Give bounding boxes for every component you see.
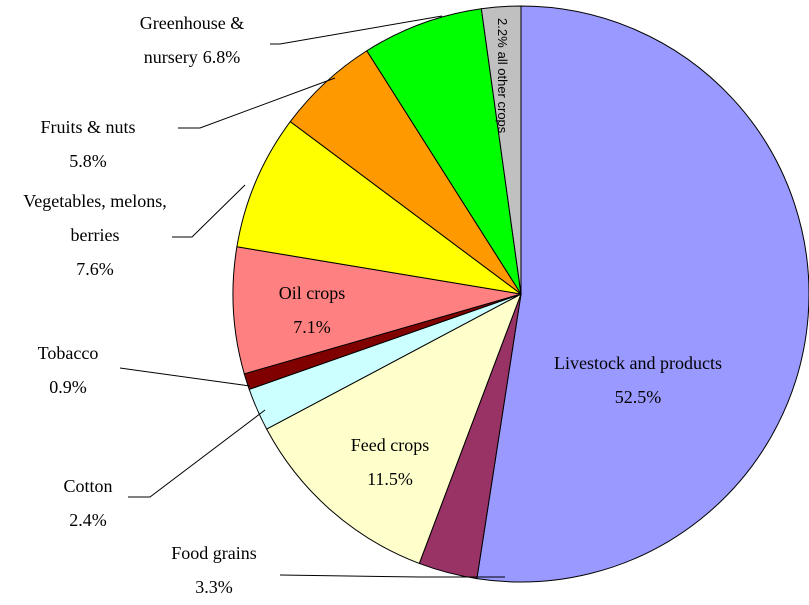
value-label: 0.9% [49,377,87,397]
value-label: 7.1% [293,317,331,337]
value-label: 2.2% [495,18,510,48]
pie-slice [366,8,522,295]
slice-label-group: Greenhouse & nursery 6.8% [117,6,267,74]
value-label: 7.6% [76,259,114,279]
slice-label: Cotton [63,476,113,496]
value-label: 3.3% [195,577,233,597]
other-label: 2.2% all other crops [495,18,510,134]
pie-slice [232,246,522,375]
slice-label: Livestock and products [554,353,722,373]
slice-label: Oil crops [278,283,346,303]
value-label: 5.8% [69,151,107,171]
value-label: 2.4% [69,510,107,530]
slice-label: all other crops [495,52,510,134]
value-label: 6.8% [202,47,241,67]
leader-line [128,409,266,498]
slice-label: Vegetables, melons, berries [23,191,167,245]
slice-label: Greenhouse & nursery [139,13,245,67]
value-label: 52.5% [614,387,662,407]
leader-line [270,15,443,45]
slice-label-group: Cotton 2.4% [28,469,148,537]
slice-label: Tobacco [37,343,99,363]
leader-line [172,184,246,238]
pie-slice [236,120,522,295]
slice-label: Food grains [171,543,257,563]
slice-label-group: Food grains 3.3% [134,536,294,604]
leader-line [279,574,505,578]
pie-slice [480,5,522,295]
pie-slice [265,292,522,565]
leader-lines [119,15,505,578]
slice-label-group: Oil crops 7.1% [252,276,372,344]
leader-line [178,77,336,129]
slice-label-group: Tobacco 0.9% [8,336,128,404]
slice-label-group: Vegetables, melons, berries 7.6% [10,184,180,286]
slice-label: Feed crops [350,435,430,455]
pie-slice [476,5,809,583]
leader-line [119,367,251,387]
slice-label: Fruits & nuts [40,117,136,137]
slice-label-group: Livestock and products 52.5% [553,346,723,414]
value-label: 11.5% [367,469,413,489]
slice-label-group: Feed crops 11.5% [320,428,460,496]
slice-label-group: Fruits & nuts 5.8% [13,110,163,178]
